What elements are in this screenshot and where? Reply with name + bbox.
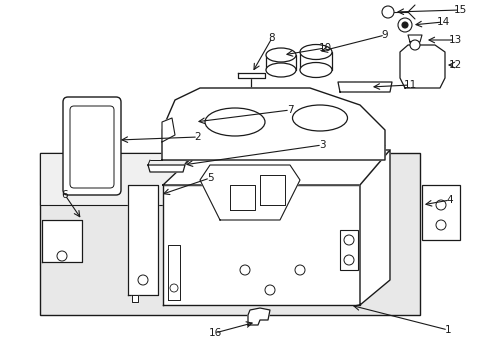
Circle shape: [397, 18, 411, 32]
Circle shape: [401, 22, 407, 28]
Circle shape: [435, 220, 445, 230]
Text: 10: 10: [318, 43, 331, 53]
Polygon shape: [42, 220, 82, 262]
Bar: [421, 185, 459, 240]
Circle shape: [381, 6, 393, 18]
Bar: [40, 153, 419, 315]
Text: 1: 1: [444, 325, 450, 335]
Circle shape: [170, 284, 178, 292]
Text: 8: 8: [268, 33, 275, 43]
Polygon shape: [229, 185, 254, 210]
Circle shape: [138, 275, 148, 285]
Polygon shape: [163, 150, 389, 185]
Ellipse shape: [292, 105, 347, 131]
Text: 3: 3: [318, 140, 325, 150]
Polygon shape: [200, 165, 299, 220]
Text: 11: 11: [403, 80, 416, 90]
Ellipse shape: [299, 63, 331, 77]
Polygon shape: [399, 45, 444, 88]
FancyBboxPatch shape: [70, 106, 114, 188]
Polygon shape: [337, 82, 391, 92]
Text: 12: 12: [447, 60, 461, 70]
Ellipse shape: [265, 48, 295, 62]
Polygon shape: [162, 118, 175, 142]
Circle shape: [57, 251, 67, 261]
Polygon shape: [359, 150, 389, 305]
Circle shape: [294, 265, 305, 275]
Polygon shape: [148, 165, 184, 172]
FancyBboxPatch shape: [63, 97, 121, 195]
Polygon shape: [247, 308, 269, 325]
Ellipse shape: [265, 63, 295, 77]
Circle shape: [435, 200, 445, 210]
Text: 13: 13: [447, 35, 461, 45]
Circle shape: [343, 235, 353, 245]
Bar: [339, 230, 357, 270]
Ellipse shape: [204, 108, 264, 136]
Text: 6: 6: [61, 190, 68, 200]
Circle shape: [240, 265, 249, 275]
Polygon shape: [238, 73, 264, 78]
Text: 16: 16: [208, 328, 221, 338]
Text: 5: 5: [206, 173, 213, 183]
Text: 15: 15: [452, 5, 466, 15]
Polygon shape: [260, 175, 285, 205]
Text: 2: 2: [194, 132, 201, 142]
Polygon shape: [163, 185, 359, 305]
Ellipse shape: [299, 45, 331, 59]
Circle shape: [343, 255, 353, 265]
Polygon shape: [132, 295, 138, 302]
Text: 4: 4: [446, 195, 452, 205]
Polygon shape: [162, 88, 384, 160]
Circle shape: [264, 285, 274, 295]
Text: 9: 9: [381, 30, 387, 40]
Text: 14: 14: [435, 17, 448, 27]
Circle shape: [409, 40, 419, 50]
Polygon shape: [407, 35, 421, 42]
Bar: [40, 153, 215, 205]
Polygon shape: [128, 185, 158, 295]
Polygon shape: [168, 245, 180, 300]
Text: 7: 7: [286, 105, 293, 115]
